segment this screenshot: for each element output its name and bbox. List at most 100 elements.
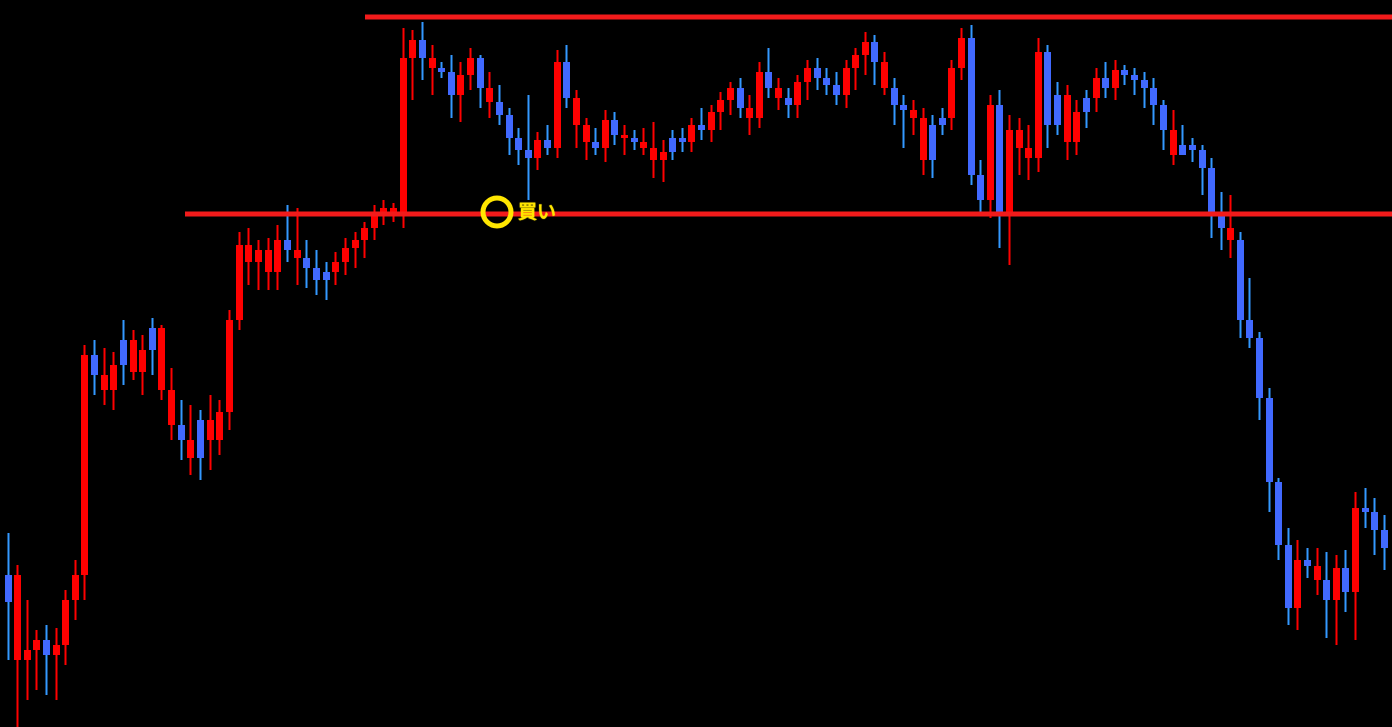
support-line[interactable] xyxy=(185,211,1392,217)
candle-body xyxy=(409,40,416,58)
candle-body xyxy=(958,38,965,68)
candle-body xyxy=(573,98,580,125)
candle-body xyxy=(900,105,907,110)
candle xyxy=(81,345,88,600)
candle xyxy=(929,115,936,178)
candle-wick xyxy=(1201,145,1204,195)
candle-body xyxy=(737,88,744,108)
candle xyxy=(284,205,291,262)
candle-wick xyxy=(662,140,665,182)
candle-body xyxy=(380,208,387,212)
candle-body xyxy=(1304,560,1311,566)
candle-body xyxy=(843,68,850,95)
candle xyxy=(496,85,503,125)
candle xyxy=(419,22,426,80)
candle-body xyxy=(910,110,917,118)
candle xyxy=(130,330,137,380)
candle-body xyxy=(804,68,811,82)
candle-body xyxy=(621,135,628,138)
candle-body xyxy=(390,208,397,212)
candle xyxy=(977,160,984,215)
candle-body xyxy=(467,58,474,75)
candle-body xyxy=(110,365,117,390)
candle xyxy=(775,78,782,110)
candle-body xyxy=(1285,545,1292,608)
candle xyxy=(910,100,917,135)
candle-body xyxy=(1362,508,1369,512)
candle xyxy=(1199,145,1206,195)
candle-body xyxy=(265,250,272,272)
candle xyxy=(650,122,657,178)
candle xyxy=(737,78,744,118)
candle-body xyxy=(534,140,541,158)
candle xyxy=(939,108,946,135)
candle-wick xyxy=(1229,195,1232,258)
candle xyxy=(207,395,214,470)
candle xyxy=(303,240,310,288)
candle xyxy=(1179,125,1186,155)
candle xyxy=(544,125,551,155)
candle xyxy=(804,60,811,100)
candle-wick xyxy=(902,95,905,148)
candle xyxy=(226,310,233,430)
candle-body xyxy=(785,98,792,105)
candle-wick xyxy=(257,240,260,290)
candle-body xyxy=(1352,508,1359,592)
candle xyxy=(265,238,272,290)
candle xyxy=(592,128,599,155)
candle-body xyxy=(563,62,570,98)
candle-body xyxy=(120,340,127,365)
candle xyxy=(1093,68,1100,112)
candle xyxy=(1064,85,1071,160)
candle xyxy=(62,590,69,665)
candle-body xyxy=(515,138,522,150)
candle-body xyxy=(602,120,609,148)
candle xyxy=(621,125,628,155)
candle-body xyxy=(216,412,223,440)
candle-body xyxy=(1112,70,1119,88)
candle-body xyxy=(1323,580,1330,600)
candle-body xyxy=(708,112,715,130)
candle-body xyxy=(207,420,214,440)
candle xyxy=(216,400,223,455)
candle-body xyxy=(43,640,50,655)
resistance-line[interactable] xyxy=(365,14,1392,20)
candle-wick xyxy=(325,262,328,300)
candle xyxy=(1102,62,1109,98)
candle-body xyxy=(371,212,378,228)
candle-body xyxy=(477,58,484,88)
candle-body xyxy=(342,248,349,262)
candle-body xyxy=(1314,566,1321,580)
candle xyxy=(139,335,146,395)
candle-body xyxy=(746,108,753,118)
candle-body xyxy=(255,250,262,262)
buy-signal-circle-marker[interactable] xyxy=(480,195,514,229)
candle-body xyxy=(14,575,21,660)
candle-body xyxy=(640,142,647,148)
candle-body xyxy=(101,375,108,390)
candle xyxy=(1371,498,1378,555)
candle-body xyxy=(1121,70,1128,75)
candle-wick xyxy=(527,95,530,200)
candle-body xyxy=(881,62,888,88)
candle-body xyxy=(1189,145,1196,150)
candle xyxy=(1112,60,1119,100)
candle xyxy=(1352,492,1359,640)
candle-body xyxy=(1093,78,1100,98)
candle xyxy=(1073,100,1080,155)
candle-body xyxy=(794,82,801,105)
candle-body xyxy=(1160,105,1167,130)
candle-body xyxy=(429,58,436,68)
candle-wick xyxy=(623,125,626,155)
candle xyxy=(881,52,888,95)
candle xyxy=(534,132,541,170)
candle xyxy=(794,75,801,118)
candle-body xyxy=(1025,148,1032,158)
candle xyxy=(1044,45,1051,148)
candle-wick xyxy=(1248,278,1251,348)
candle xyxy=(900,95,907,148)
candle xyxy=(255,240,262,290)
candle-body xyxy=(814,68,821,78)
candle xyxy=(631,130,638,150)
candle-body xyxy=(727,88,734,100)
